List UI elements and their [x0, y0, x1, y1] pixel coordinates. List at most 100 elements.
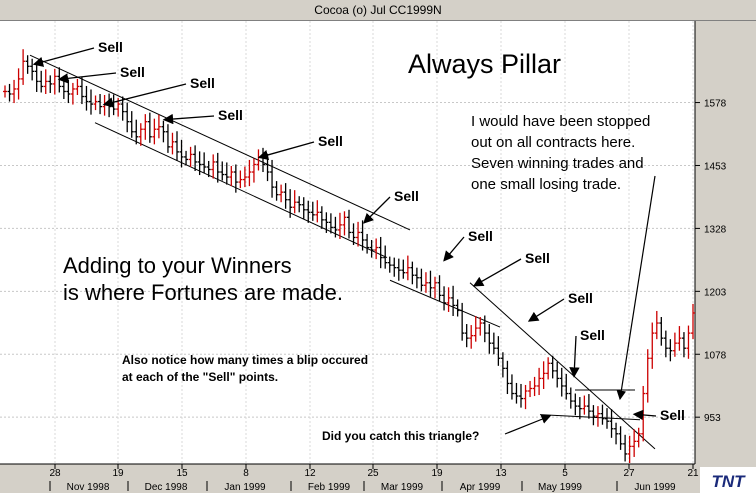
- price-bar: [496, 336, 501, 366]
- sell-label: Sell: [468, 228, 493, 244]
- price-bar: [43, 69, 48, 94]
- x-tick-label: 8: [243, 468, 249, 479]
- sell-arrows: SellSellSellSellSellSellSellSellSellSell…: [32, 39, 685, 423]
- price-bar: [129, 111, 134, 138]
- blip-line: at each of the "Sell" points.: [122, 370, 278, 384]
- price-bar: [595, 406, 600, 427]
- price-bar: [134, 119, 139, 145]
- sell-point: Sell: [257, 133, 343, 160]
- x-month-label: May 1999: [538, 482, 582, 493]
- price-bars: [3, 49, 695, 463]
- price-bar: [614, 422, 619, 445]
- price-bar: [233, 164, 238, 193]
- sell-point: Sell: [632, 407, 685, 423]
- tnt-logo: TNT: [700, 467, 756, 493]
- sell-label: Sell: [525, 250, 550, 266]
- price-bar: [52, 68, 57, 95]
- price-bar: [193, 145, 198, 172]
- price-bar: [423, 272, 428, 293]
- grid: [0, 21, 695, 464]
- price-bar: [523, 384, 528, 410]
- price-bar: [473, 315, 478, 342]
- price-bar: [315, 200, 320, 223]
- price-bar: [659, 317, 664, 346]
- price-bar: [324, 212, 329, 233]
- stop-note-line: I would have been stopped: [471, 113, 650, 130]
- price-bar: [632, 429, 637, 457]
- sell-arrow: [472, 258, 522, 287]
- stop-note-line: out on all contracts here.: [471, 134, 635, 151]
- price-bar: [170, 132, 175, 155]
- price-bar: [48, 75, 53, 93]
- price-bar: [215, 152, 220, 183]
- price-bar: [247, 159, 252, 187]
- price-bar: [681, 332, 686, 358]
- x-month-label: Jan 1999: [224, 482, 266, 493]
- sell-arrow: [32, 47, 95, 67]
- price-bar: [301, 197, 306, 219]
- x-month-label: Mar 1999: [381, 482, 424, 493]
- sell-label: Sell: [318, 133, 343, 149]
- price-bar: [442, 286, 447, 311]
- price-bar: [34, 62, 39, 92]
- x-tick-label: 19: [431, 468, 443, 479]
- price-bar: [3, 85, 7, 98]
- sell-label: Sell: [568, 290, 593, 306]
- price-chart[interactable]: SellSellSellSellSellSellSellSellSellSell…: [0, 21, 756, 493]
- price-bar: [374, 238, 379, 260]
- price-bar: [310, 201, 315, 221]
- annotations: Always Pillar I would have been stopped ou…: [63, 49, 656, 443]
- window-title: Cocoa (o) Jul CC1999N: [0, 0, 756, 21]
- price-bar: [283, 183, 288, 209]
- price-bar: [238, 170, 243, 189]
- price-bar: [274, 181, 279, 201]
- x-tick-label: 13: [495, 468, 507, 479]
- price-bar: [75, 78, 80, 96]
- trend-line: [389, 279, 501, 328]
- sell-point: Sell: [527, 290, 593, 322]
- y-tick-label: 1078: [704, 350, 727, 361]
- price-bar: [618, 426, 623, 450]
- price-bar: [7, 83, 12, 102]
- x-month-label: Nov 1998: [67, 482, 110, 493]
- sell-arrow: [363, 196, 391, 224]
- price-bar: [188, 146, 193, 167]
- price-bar: [79, 77, 84, 105]
- price-bar: [654, 310, 659, 340]
- price-bar: [89, 89, 93, 115]
- price-bar: [16, 68, 21, 100]
- sell-arrow: [527, 298, 565, 322]
- price-bar: [396, 258, 401, 281]
- sell-point: Sell: [569, 327, 605, 378]
- price-bar: [605, 408, 609, 429]
- price-bar: [143, 114, 148, 140]
- price-bar: [378, 236, 383, 269]
- sell-point: Sell: [363, 188, 419, 224]
- x-month-label: Dec 1998: [145, 482, 188, 493]
- price-bar: [125, 102, 130, 133]
- price-bar: [161, 120, 166, 143]
- price-bar: [514, 382, 519, 404]
- price-bar: [356, 221, 361, 247]
- price-bar: [12, 79, 17, 104]
- x-tick-label: 27: [623, 468, 635, 479]
- x-month-label: Feb 1999: [308, 482, 351, 493]
- price-bar: [691, 303, 695, 340]
- sell-arrow: [57, 72, 117, 84]
- price-bar: [25, 55, 30, 74]
- price-bar: [156, 114, 161, 139]
- sell-point: Sell: [102, 75, 215, 108]
- price-bar: [505, 360, 510, 395]
- price-bar: [401, 259, 406, 279]
- price-bar: [464, 324, 469, 348]
- winners-line: Adding to your Winners: [63, 253, 292, 278]
- price-bar: [568, 387, 573, 409]
- x-tick-label: 5: [562, 468, 568, 479]
- price-bar: [147, 112, 152, 143]
- price-bar: [428, 270, 433, 297]
- price-bar: [663, 330, 668, 358]
- sell-label: Sell: [120, 64, 145, 80]
- price-bar: [414, 267, 419, 289]
- price-bar: [677, 326, 682, 351]
- price-bar: [451, 285, 456, 316]
